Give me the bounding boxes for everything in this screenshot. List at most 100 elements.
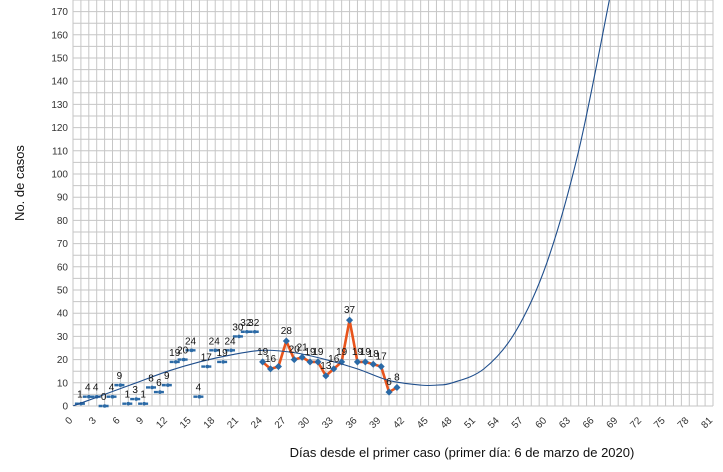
data-label: 1 <box>140 390 146 401</box>
y-tick-label: 40 <box>57 309 69 320</box>
data-label: 1 <box>77 390 83 401</box>
data-label: 20 <box>177 346 189 357</box>
y-tick-labels: 0 10 20 30 40 50 60 70 80 90 100 110 120 130 140 150 160… <box>51 7 68 412</box>
series-marker <box>314 358 322 366</box>
data-label: 18 <box>368 349 380 360</box>
daily-point <box>229 348 233 353</box>
trend-curve <box>73 0 610 406</box>
data-label: 19 <box>304 347 316 358</box>
daily-point <box>173 360 178 364</box>
y-tick-label: 0 <box>62 402 68 413</box>
series-marker <box>361 358 369 366</box>
data-label: 0 <box>101 392 107 403</box>
series-marker <box>290 356 298 364</box>
series-layer <box>73 0 610 408</box>
daily-point <box>181 357 186 362</box>
daily-point <box>110 394 115 399</box>
y-tick-label: 140 <box>51 77 68 88</box>
daily-point <box>134 397 139 401</box>
daily-point <box>87 394 91 399</box>
data-label: 21 <box>297 342 309 353</box>
data-label: 24 <box>209 336 221 347</box>
y-tick-label: 50 <box>57 286 69 297</box>
series-marker <box>393 383 401 391</box>
data-label: 9 <box>164 371 170 382</box>
daily-point <box>158 390 162 394</box>
series-marker <box>330 365 338 373</box>
data-label: 19 <box>169 348 181 359</box>
data-label: 4 <box>85 383 91 394</box>
y-tick-label: 30 <box>57 332 69 343</box>
data-label: 8 <box>148 373 154 384</box>
daily-point <box>142 401 146 406</box>
data-label: 24 <box>224 336 236 347</box>
data-label: 17 <box>376 352 388 363</box>
daily-point <box>102 404 107 408</box>
y-tick-label: 90 <box>57 193 69 204</box>
series-marker <box>298 353 306 361</box>
series-marker <box>377 363 385 371</box>
data-label: 28 <box>281 326 293 337</box>
y-tick-label: 160 <box>51 30 68 41</box>
data-label: 32 <box>248 318 260 329</box>
series-marker <box>385 388 393 396</box>
data-label: 13 <box>320 361 332 372</box>
series-marker <box>266 365 275 373</box>
data-label: 6 <box>156 378 162 389</box>
data-label: 9 <box>117 371 123 382</box>
y-tick-label: 80 <box>57 216 69 227</box>
daily-point <box>245 329 249 334</box>
daily-point <box>126 401 131 406</box>
data-label: 30 <box>232 322 244 333</box>
x-axis-title: Días desde el primer caso (primer día: 6… <box>290 445 635 460</box>
series-marker <box>274 363 282 371</box>
data-label: 16 <box>265 354 277 365</box>
y-tick-label: 130 <box>51 100 68 111</box>
daily-point <box>118 383 123 387</box>
data-label: 3 <box>132 385 138 396</box>
daily-point <box>150 385 154 390</box>
daily-point <box>237 334 241 339</box>
data-label: 16 <box>328 354 340 365</box>
data-label: 8 <box>394 372 400 383</box>
series-marker <box>306 358 314 366</box>
y-tick-label: 70 <box>57 239 69 250</box>
daily-point <box>213 348 218 353</box>
data-label: 32 <box>240 318 252 329</box>
series-marker <box>259 358 267 366</box>
daily-point <box>166 383 170 387</box>
data-label: 37 <box>344 305 356 316</box>
data-label: 1 <box>125 390 131 401</box>
y-tick-label: 110 <box>52 146 68 157</box>
data-label: 19 <box>360 347 372 358</box>
y-tick-label: 20 <box>57 355 69 366</box>
y-axis-title: No. de casos <box>12 145 27 221</box>
daily-point <box>197 394 202 399</box>
data-label: 24 <box>185 336 197 347</box>
y-tick-label: 60 <box>57 262 69 273</box>
data-label: 4 <box>196 383 202 394</box>
data-label: 19 <box>336 347 348 358</box>
data-label: 20 <box>289 345 301 356</box>
daily-point <box>205 364 210 369</box>
data-label: 19 <box>352 347 364 358</box>
data-label: 19 <box>257 347 269 358</box>
gridlines <box>72 0 714 407</box>
y-tick-label: 150 <box>51 54 68 65</box>
series-marker <box>282 337 290 345</box>
data-label: 6 <box>386 377 392 388</box>
data-label: 19 <box>217 348 229 359</box>
daily-point <box>221 360 225 364</box>
series-marker <box>353 358 361 366</box>
series-marker <box>369 360 377 368</box>
data-label: 4 <box>109 383 115 394</box>
data-label: 17 <box>201 353 213 364</box>
series-marker <box>322 372 330 380</box>
y-tick-label: 100 <box>51 170 68 181</box>
data-label: 4 <box>93 383 99 394</box>
series-marker <box>346 316 354 324</box>
y-tick-label: 170 <box>51 7 68 18</box>
